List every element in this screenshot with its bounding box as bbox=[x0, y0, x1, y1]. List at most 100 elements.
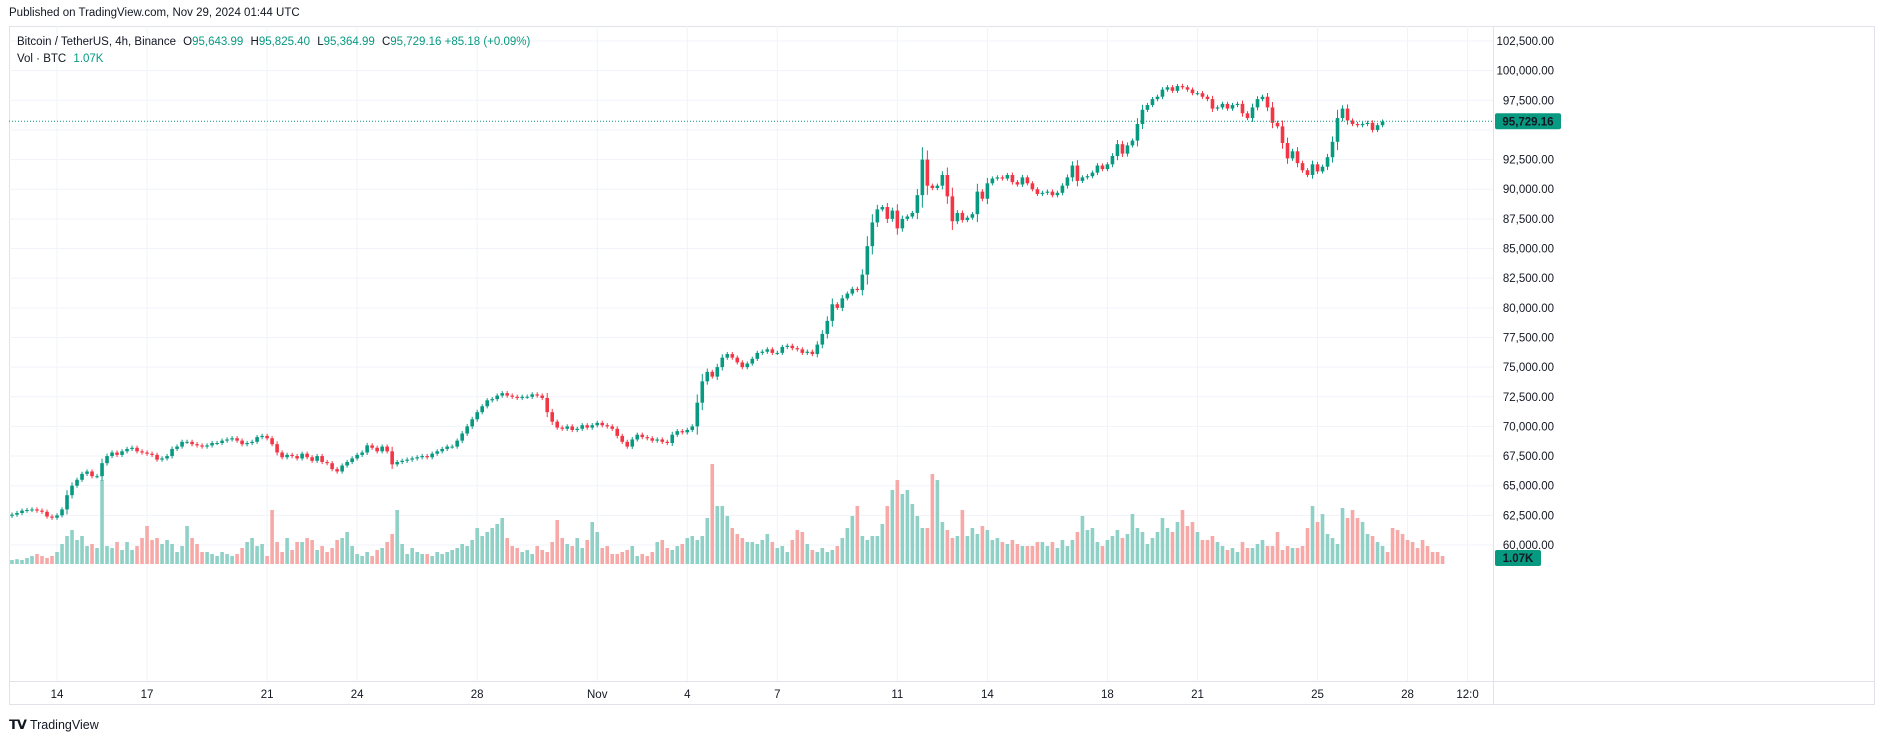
volume-bar bbox=[1300, 546, 1305, 564]
volume-bar bbox=[750, 542, 755, 564]
volume-bar bbox=[205, 552, 209, 564]
candle-body bbox=[1145, 105, 1150, 110]
candle-body bbox=[1210, 99, 1215, 109]
volume-bar bbox=[1030, 546, 1035, 564]
volume-bar bbox=[720, 506, 725, 564]
candle-body bbox=[400, 460, 404, 462]
candle-body bbox=[795, 348, 800, 350]
volume-bar bbox=[1295, 548, 1300, 564]
volume-bar bbox=[255, 546, 259, 564]
candle-body bbox=[850, 288, 855, 294]
candle-body bbox=[1280, 126, 1285, 143]
time-tick-label: 11 bbox=[891, 689, 903, 701]
candles bbox=[10, 83, 1385, 520]
volume-bar bbox=[215, 556, 219, 564]
volume-bar bbox=[405, 554, 409, 564]
price-tick-label: 70,000.00 bbox=[1503, 421, 1554, 433]
symbol-label[interactable]: Bitcoin / TetherUS, 4h, Binance bbox=[17, 36, 176, 48]
candle-body bbox=[1135, 124, 1140, 141]
candle-body bbox=[1270, 107, 1275, 123]
volume-bar bbox=[710, 464, 715, 564]
candle-body bbox=[510, 395, 514, 397]
candle-body bbox=[990, 178, 995, 184]
candle-body bbox=[90, 471, 94, 477]
price-tick-label: 80,000.00 bbox=[1503, 303, 1554, 315]
candle-body bbox=[935, 185, 940, 189]
time-tick-label: 7 bbox=[774, 689, 780, 701]
candle-body bbox=[1380, 121, 1385, 126]
volume-bar bbox=[1040, 542, 1045, 564]
volume-bar bbox=[250, 538, 254, 564]
candle-body bbox=[155, 454, 159, 460]
candle-body bbox=[175, 446, 179, 449]
volume-bar bbox=[655, 542, 660, 564]
volume-bar bbox=[1150, 538, 1155, 564]
volume-bar bbox=[1405, 540, 1410, 564]
volume-bar bbox=[740, 538, 745, 564]
candle-body bbox=[625, 441, 630, 447]
candle-body bbox=[780, 346, 785, 353]
volume-bar bbox=[160, 544, 164, 564]
close-label: C bbox=[381, 36, 391, 48]
time-tick-label: 17 bbox=[141, 689, 154, 701]
volume-bar bbox=[1330, 538, 1335, 564]
volume-value: 1.07K bbox=[73, 53, 104, 65]
volume-bar bbox=[645, 556, 650, 564]
volume-bar bbox=[755, 544, 760, 564]
candle-body bbox=[230, 438, 234, 440]
candle-body bbox=[165, 456, 169, 459]
candlestick-chart[interactable]: 95,729.16 1.07K 60,000.00 62,500.00 65,000.… bbox=[9, 26, 1875, 705]
volume-label[interactable]: Vol · BTC bbox=[17, 53, 67, 65]
volume-bar bbox=[65, 536, 69, 564]
volume-bar bbox=[1360, 522, 1365, 564]
time-tick-label: 14 bbox=[981, 689, 994, 701]
volume-bar bbox=[40, 556, 44, 564]
candle-body bbox=[445, 446, 449, 449]
candle-body bbox=[555, 421, 560, 428]
candle-body bbox=[455, 440, 459, 447]
volume-bar bbox=[1080, 516, 1085, 564]
candle-body bbox=[1375, 125, 1380, 130]
volume-bar bbox=[570, 546, 575, 564]
volume-bar bbox=[905, 490, 910, 564]
volume-bar bbox=[165, 540, 169, 564]
volume-bar bbox=[995, 538, 1000, 564]
candle-body bbox=[305, 453, 309, 458]
volume-bar bbox=[270, 510, 274, 564]
volume-bar bbox=[690, 536, 695, 564]
volume-bar bbox=[895, 480, 900, 564]
volume-bar bbox=[1240, 542, 1245, 564]
volume-bar bbox=[1045, 546, 1050, 564]
volume-bar bbox=[1345, 518, 1350, 564]
volume-bar bbox=[455, 548, 459, 564]
candle-body bbox=[235, 438, 239, 441]
volume-bar bbox=[265, 556, 269, 564]
candle-body bbox=[215, 443, 219, 445]
candle-body bbox=[950, 196, 955, 222]
volume-bar bbox=[415, 552, 419, 564]
candle-body bbox=[1035, 189, 1040, 194]
candle-body bbox=[505, 393, 509, 396]
candle-body bbox=[1360, 124, 1365, 126]
candle-body bbox=[720, 357, 725, 368]
volume-bar bbox=[1210, 536, 1215, 564]
volume-bar bbox=[30, 556, 34, 564]
volume-bar bbox=[475, 528, 479, 564]
candle-body bbox=[110, 452, 114, 457]
volume-bar bbox=[930, 474, 935, 564]
volume-bar bbox=[765, 534, 770, 564]
candle-body bbox=[290, 454, 294, 457]
candle-body bbox=[495, 395, 499, 400]
candle-body bbox=[890, 210, 895, 219]
footer-brand[interactable]: 𝗧𝗩 TradingView bbox=[9, 717, 99, 733]
volume-bar bbox=[395, 510, 399, 564]
volume-bar bbox=[260, 544, 264, 564]
volume-bar bbox=[25, 558, 29, 564]
volume-bar bbox=[815, 552, 820, 564]
volume-bar bbox=[220, 552, 224, 564]
volume-bar bbox=[300, 542, 304, 564]
candle-body bbox=[360, 452, 364, 455]
candle-body bbox=[1190, 89, 1195, 94]
volume-bar bbox=[835, 546, 840, 564]
volume-bar bbox=[1100, 546, 1105, 564]
